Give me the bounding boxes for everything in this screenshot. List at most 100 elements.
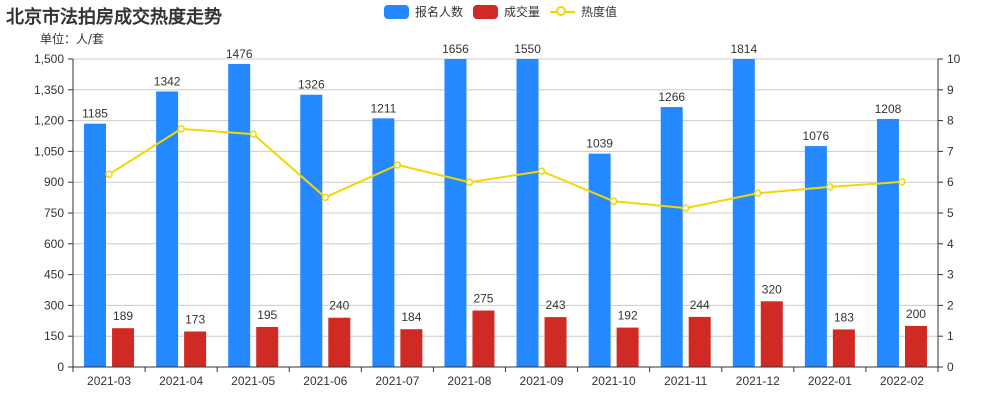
- legend-swatch-deals: [473, 4, 499, 19]
- heat-point[interactable]: [681, 204, 690, 212]
- bar-value-label: 195: [257, 308, 277, 322]
- bar-signups[interactable]: [588, 153, 611, 367]
- bar-value-label: 1550: [514, 42, 541, 56]
- bar-value-label: 1814: [730, 42, 757, 56]
- legend-item-deals[interactable]: 成交量: [473, 3, 540, 20]
- heat-point[interactable]: [249, 130, 257, 138]
- heat-point[interactable]: [465, 178, 474, 186]
- legend-line-marker-icon: [550, 5, 576, 19]
- bar-signups[interactable]: [372, 118, 395, 367]
- heat-point[interactable]: [898, 178, 906, 186]
- heat-line: [108, 127, 903, 210]
- right-axis-tick-label: 6: [947, 175, 954, 189]
- x-axis-tick-label: 2021-08: [447, 374, 491, 388]
- bar-value-label: 1208: [875, 102, 902, 116]
- bar-signups[interactable]: [804, 146, 827, 367]
- heat-point[interactable]: [754, 189, 762, 198]
- bar-deals[interactable]: [832, 329, 855, 367]
- right-axis-tick-label: 1: [947, 329, 954, 343]
- bar-value-label: 1211: [370, 101, 396, 115]
- left-axis-tick-label: 1,200: [34, 114, 64, 128]
- heat-point[interactable]: [826, 183, 834, 191]
- bar-deals[interactable]: [256, 326, 279, 367]
- heat-point[interactable]: [105, 170, 113, 178]
- bar-signups[interactable]: [876, 118, 899, 367]
- bar-value-label: 189: [113, 309, 133, 323]
- x-axis-tick-label: 2021-06: [303, 374, 347, 388]
- left-axis-tick-label: 900: [44, 175, 64, 189]
- x-axis-tick-label: 2021-07: [375, 374, 419, 388]
- x-axis-tick-label: 2021-10: [592, 374, 636, 388]
- bar-value-label: 320: [762, 282, 782, 296]
- heat-point[interactable]: [609, 197, 618, 206]
- right-axis-tick-label: 7: [947, 144, 954, 158]
- heat-point[interactable]: [321, 193, 330, 202]
- bar-deals[interactable]: [688, 316, 711, 367]
- x-axis-tick-label: 2021-09: [520, 374, 564, 388]
- legend-label-deals: 成交量: [504, 5, 541, 19]
- left-axis-tick-label: 600: [44, 237, 64, 251]
- right-axis-tick-label: 3: [947, 268, 954, 282]
- legend-swatch-signups: [384, 4, 409, 19]
- left-axis-tick-label: 450: [44, 268, 64, 282]
- left-axis-tick-label: 1,050: [34, 144, 64, 158]
- right-axis-tick-label: 8: [947, 114, 954, 128]
- left-axis-tick-label: 750: [44, 206, 64, 220]
- bar-value-label: 1656: [442, 42, 469, 56]
- bar-signups[interactable]: [156, 91, 179, 367]
- heat-point[interactable]: [393, 161, 402, 169]
- x-axis-tick-label: 2021-04: [159, 374, 203, 388]
- bar-signups[interactable]: [660, 107, 683, 367]
- bar-value-label: 1039: [586, 137, 613, 151]
- bar-signups[interactable]: [444, 27, 467, 367]
- bar-deals[interactable]: [472, 310, 495, 367]
- bar-deals[interactable]: [544, 317, 567, 367]
- chart-title: 北京市法拍房成交热度走势: [6, 7, 222, 28]
- left-axis-tick-label: 1,500: [34, 52, 64, 66]
- legend: 报名人数 成交量 热度值: [384, 3, 627, 20]
- heat-point[interactable]: [537, 167, 546, 175]
- right-axis-tick-label: 10: [947, 52, 961, 66]
- bar-value-label: 1076: [803, 129, 830, 143]
- bar-value-label: 184: [401, 310, 421, 324]
- bar-signups[interactable]: [228, 63, 251, 367]
- x-axis-tick-label: 2021-03: [87, 374, 131, 388]
- heat-point[interactable]: [177, 125, 185, 133]
- x-axis-tick-label: 2021-11: [664, 374, 707, 388]
- left-axis-tick-label: 0: [57, 360, 64, 374]
- bar-value-label: 1476: [226, 47, 253, 61]
- legend-item-signups[interactable]: 报名人数: [384, 3, 463, 20]
- bar-deals[interactable]: [616, 327, 639, 367]
- bar-deals[interactable]: [904, 325, 927, 367]
- bar-value-label: 1185: [82, 107, 108, 121]
- right-axis-tick-label: 0: [947, 360, 954, 374]
- bar-signups[interactable]: [300, 94, 323, 367]
- bar-deals[interactable]: [328, 317, 351, 367]
- legend-item-heat[interactable]: 热度值: [550, 3, 617, 20]
- bar-value-label: 192: [618, 309, 638, 323]
- legend-label-heat: 热度值: [581, 5, 618, 19]
- right-axis-tick-label: 9: [947, 83, 954, 97]
- bar-value-label: 173: [185, 312, 205, 326]
- left-axis-tick-label: 1,350: [34, 83, 64, 97]
- left-axis-tick-label: 150: [44, 329, 64, 343]
- unit-label: 单位：人/套: [40, 32, 105, 46]
- bar-deals[interactable]: [112, 328, 135, 367]
- bar-value-label: 183: [834, 310, 854, 324]
- right-axis-tick-label: 4: [947, 237, 954, 251]
- bar-signups[interactable]: [516, 49, 539, 367]
- bar-value-label: 243: [546, 298, 566, 312]
- bar-deals[interactable]: [400, 329, 423, 367]
- right-axis-tick-label: 5: [947, 206, 954, 220]
- x-axis-tick-label: 2022-01: [808, 374, 852, 388]
- bar-deals[interactable]: [184, 331, 207, 367]
- bar-signups[interactable]: [84, 123, 107, 367]
- bar-value-label: 1342: [154, 74, 181, 88]
- x-axis-tick-label: 2022-02: [880, 374, 924, 388]
- bar-deals[interactable]: [760, 301, 783, 367]
- bar-signups[interactable]: [732, 0, 755, 367]
- left-axis-tick-label: 300: [44, 298, 64, 312]
- bar-value-label: 1326: [298, 78, 325, 92]
- bar-value-label: 275: [473, 292, 493, 306]
- bar-value-label: 244: [690, 298, 710, 312]
